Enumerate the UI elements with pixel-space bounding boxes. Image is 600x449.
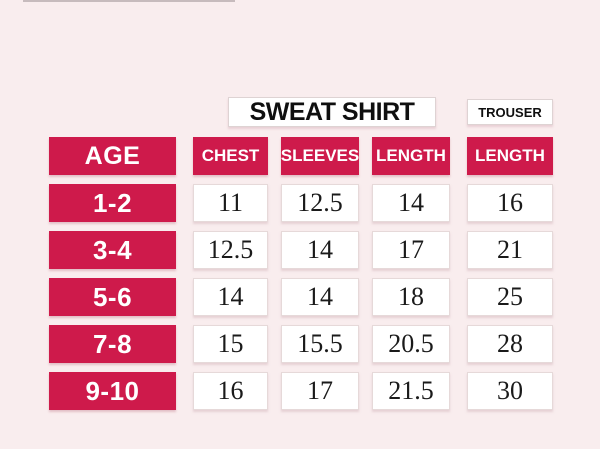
value-cell-sleeves: 12.5 xyxy=(281,184,359,222)
value-cell-chest: 12.5 xyxy=(193,231,268,269)
value-cell-length: 20.5 xyxy=(372,325,450,363)
value-cell-trouser-length: 28 xyxy=(467,325,553,363)
trouser-title: TROUSER xyxy=(467,99,553,125)
column-header-length: LENGTH xyxy=(372,137,450,175)
age-label-cell: 7-8 xyxy=(49,325,176,363)
value-cell-length: 18 xyxy=(372,278,450,316)
value-cell-length: 14 xyxy=(372,184,450,222)
column-header-age: AGE xyxy=(49,137,176,175)
value-cell-sleeves: 17 xyxy=(281,372,359,410)
sweatshirt-title: SWEAT SHIRT xyxy=(228,97,436,127)
column-header-trouser-length: LENGTH xyxy=(467,137,553,175)
age-label-cell: 9-10 xyxy=(49,372,176,410)
trouser-title-label: TROUSER xyxy=(478,104,542,120)
value-cell-chest: 15 xyxy=(193,325,268,363)
top-edge-artifact xyxy=(23,0,235,2)
value-cell-trouser-length: 25 xyxy=(467,278,553,316)
value-cell-chest: 16 xyxy=(193,372,268,410)
column-header-sleeves: SLEEVES xyxy=(281,137,359,175)
value-cell-trouser-length: 16 xyxy=(467,184,553,222)
value-cell-trouser-length: 30 xyxy=(467,372,553,410)
value-cell-chest: 14 xyxy=(193,278,268,316)
column-header-chest: CHEST xyxy=(193,137,268,175)
sweatshirt-title-label: SWEAT SHIRT xyxy=(249,97,415,126)
value-cell-length: 21.5 xyxy=(372,372,450,410)
value-cell-chest: 11 xyxy=(193,184,268,222)
value-cell-sleeves: 15.5 xyxy=(281,325,359,363)
age-label-cell: 1-2 xyxy=(49,184,176,222)
value-cell-sleeves: 14 xyxy=(281,231,359,269)
value-cell-length: 17 xyxy=(372,231,450,269)
age-label-cell: 5-6 xyxy=(49,278,176,316)
size-table: AGE CHEST SLEEVES LENGTH LENGTH 1-2 11 1… xyxy=(49,137,553,410)
value-cell-sleeves: 14 xyxy=(281,278,359,316)
age-label-cell: 3-4 xyxy=(49,231,176,269)
value-cell-trouser-length: 21 xyxy=(467,231,553,269)
